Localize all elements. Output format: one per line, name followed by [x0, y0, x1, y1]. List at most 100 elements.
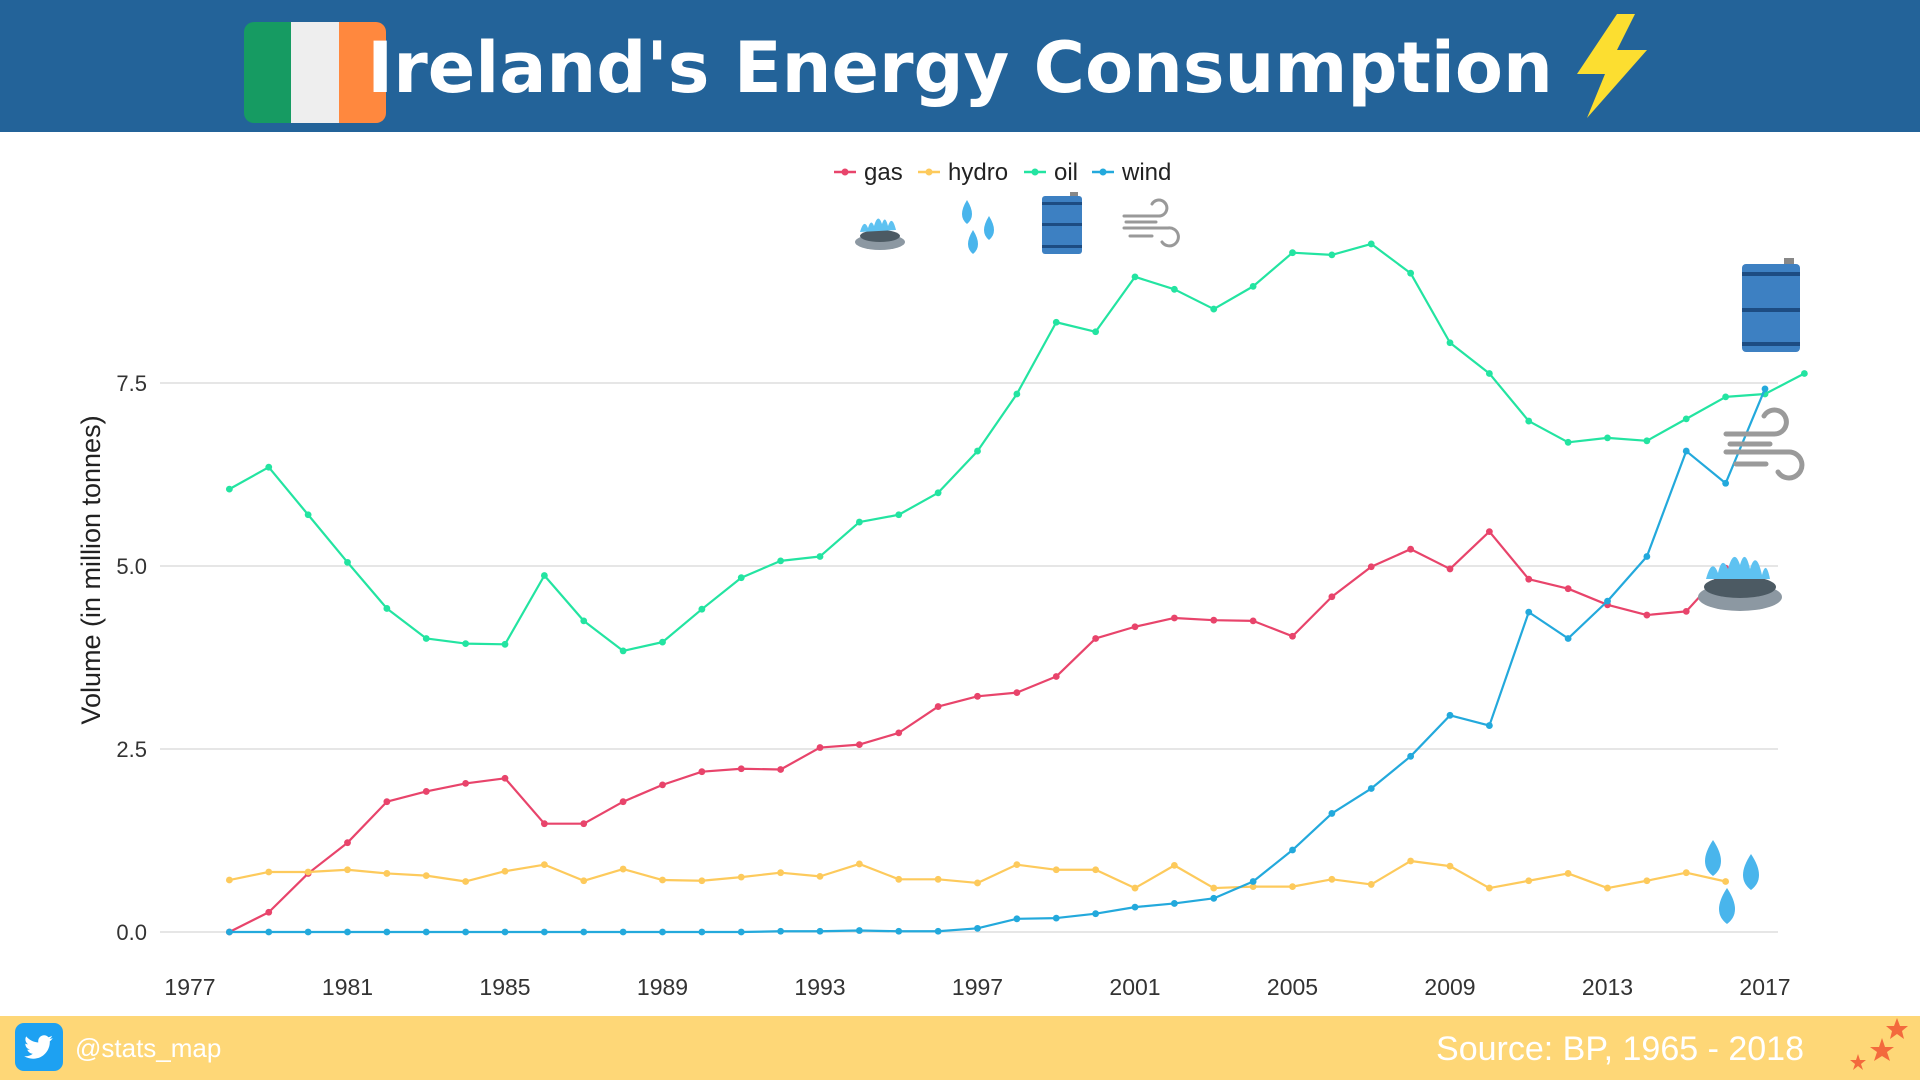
hydro-point	[462, 878, 470, 885]
wind-point	[304, 928, 312, 936]
flag-stripe-orange	[338, 22, 386, 123]
line-chart: 0.0 2.5 5.0 7.5 1977 1981 1985 1989 1993 1997 200…	[76, 159, 1808, 1000]
legend-label-oil: oil	[1054, 159, 1078, 186]
y-tick-label: 2.5	[116, 737, 147, 762]
wind-point	[1643, 553, 1651, 560]
x-tick-label: 2005	[1267, 974, 1318, 1000]
oil-point	[1604, 434, 1611, 442]
wind-point	[1328, 810, 1336, 817]
hydro-point	[1328, 875, 1336, 883]
x-tick-label: 1985	[479, 974, 530, 1000]
gas-point	[855, 741, 863, 749]
gas-point	[698, 768, 706, 776]
oil-point	[1525, 417, 1533, 425]
hydro-point	[895, 875, 903, 883]
hydro-point	[383, 870, 391, 877]
wind-point	[659, 928, 666, 936]
series-oil	[225, 240, 1808, 655]
oil-point	[501, 640, 509, 648]
x-tick-label: 1981	[322, 974, 373, 1000]
wind-point	[225, 928, 233, 936]
gas-point	[1682, 607, 1690, 615]
oil-point	[1446, 339, 1454, 347]
wind-point	[974, 924, 981, 932]
gas-point	[659, 781, 666, 789]
gas-point	[1170, 614, 1178, 622]
series-hydro	[225, 857, 1730, 892]
oil-point	[816, 553, 824, 560]
hydro-point	[344, 866, 351, 874]
gas-point	[1564, 585, 1572, 593]
legend-marker-gas	[841, 168, 849, 176]
hydro-point	[974, 879, 981, 887]
gas-point	[737, 765, 745, 773]
gas-point	[1446, 565, 1454, 573]
oil-point	[1328, 251, 1336, 259]
wind-point	[619, 928, 627, 936]
oil-point	[225, 485, 233, 493]
oil-point	[540, 572, 548, 579]
x-tick-label: 1997	[952, 974, 1003, 1000]
oil-point	[1013, 390, 1021, 398]
hydro-point	[540, 861, 548, 869]
hydro-point	[1564, 870, 1572, 877]
gas-point	[580, 820, 588, 828]
hydro-point	[1407, 857, 1415, 865]
legend-label-gas: gas	[864, 159, 903, 186]
wind-point	[1485, 722, 1493, 729]
hydro-point	[659, 876, 666, 884]
oil-point	[737, 574, 745, 582]
oil-point	[1210, 305, 1218, 313]
gas-burner-icon	[855, 218, 905, 250]
gas-point	[1092, 635, 1100, 642]
gas-point	[934, 703, 942, 710]
x-tick-label: 1989	[637, 974, 688, 1000]
ireland-flag-icon	[244, 22, 386, 123]
hydro-point	[619, 865, 627, 873]
gas-point	[895, 729, 903, 737]
hydro-point	[777, 869, 785, 877]
gas-point	[501, 774, 509, 782]
hydro-point	[1682, 869, 1690, 877]
wind-point	[462, 928, 470, 936]
series-wind	[225, 385, 1769, 936]
wind-point	[1289, 846, 1296, 854]
y-tick-label: 5.0	[116, 554, 147, 579]
twitter-handle[interactable]: @stats_map	[75, 1033, 222, 1063]
oil-point	[1131, 273, 1139, 281]
oil-point	[1643, 437, 1651, 445]
wind-point	[580, 928, 588, 936]
gas-point	[462, 780, 470, 787]
hydro-point	[698, 877, 706, 885]
oil-barrel-icon-large	[1742, 258, 1800, 352]
oil-point	[1564, 438, 1572, 446]
gas-line	[228, 530, 1727, 933]
wind-point	[1131, 903, 1139, 911]
gas-point	[422, 788, 430, 795]
wind-icon	[1122, 198, 1180, 248]
oil-point	[1485, 370, 1493, 377]
oil-point	[934, 489, 942, 497]
hydro-point	[501, 867, 509, 875]
hydro-point	[737, 873, 745, 881]
twitter-icon[interactable]	[15, 1023, 63, 1071]
wind-point	[1722, 479, 1730, 487]
gas-point	[816, 744, 824, 751]
gas-point	[1367, 563, 1375, 571]
oil-point	[974, 447, 981, 455]
gas-burner-icon-large	[1698, 556, 1782, 611]
oil-point	[1722, 393, 1730, 401]
wind-line	[229, 388, 1767, 934]
wind-point	[344, 928, 351, 936]
wind-point	[895, 927, 903, 935]
header-bar: Ireland's Energy Consumption	[0, 0, 1920, 132]
hydro-point	[1052, 866, 1060, 874]
gas-point	[1052, 673, 1060, 680]
oil-point	[1052, 318, 1060, 326]
wind-point	[1564, 635, 1572, 642]
gas-point	[619, 798, 627, 806]
oil-point	[1800, 370, 1808, 377]
oil-point	[265, 463, 273, 471]
legend-marker-wind	[1099, 168, 1107, 176]
legend: gas hydro oil wind	[834, 159, 1171, 186]
